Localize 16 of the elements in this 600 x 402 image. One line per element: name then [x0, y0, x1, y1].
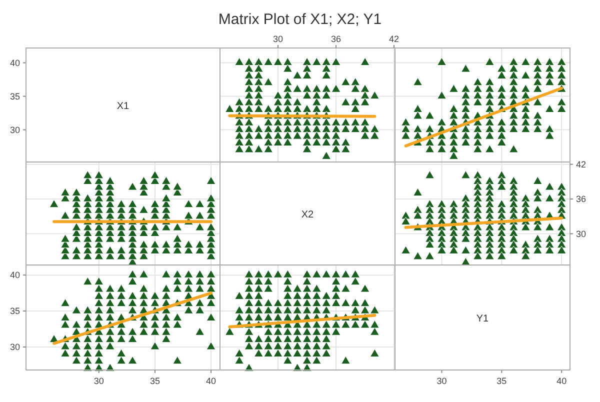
x-tick-label: 30 [94, 376, 104, 386]
x-tick-label: 36 [331, 34, 342, 44]
x-tick-label: 42 [389, 34, 400, 44]
text: Y1 [476, 314, 490, 324]
x-tick-label: 40 [206, 376, 216, 386]
y-tick-label: 40 [10, 270, 20, 280]
text: X2 [301, 210, 314, 220]
y-tick-label: 42 [576, 159, 586, 170]
x-tick-label: 30 [273, 34, 284, 44]
text: Matrix Plot of X1; X2; Y1 [218, 11, 382, 28]
y-tick-label: 36 [576, 194, 586, 204]
y-tick-label: 35 [10, 306, 20, 316]
text: X1 [116, 101, 130, 112]
x-tick-label: 35 [150, 376, 160, 386]
y-tick-label: 30 [10, 342, 20, 352]
y-tick-label: 30 [576, 228, 586, 239]
